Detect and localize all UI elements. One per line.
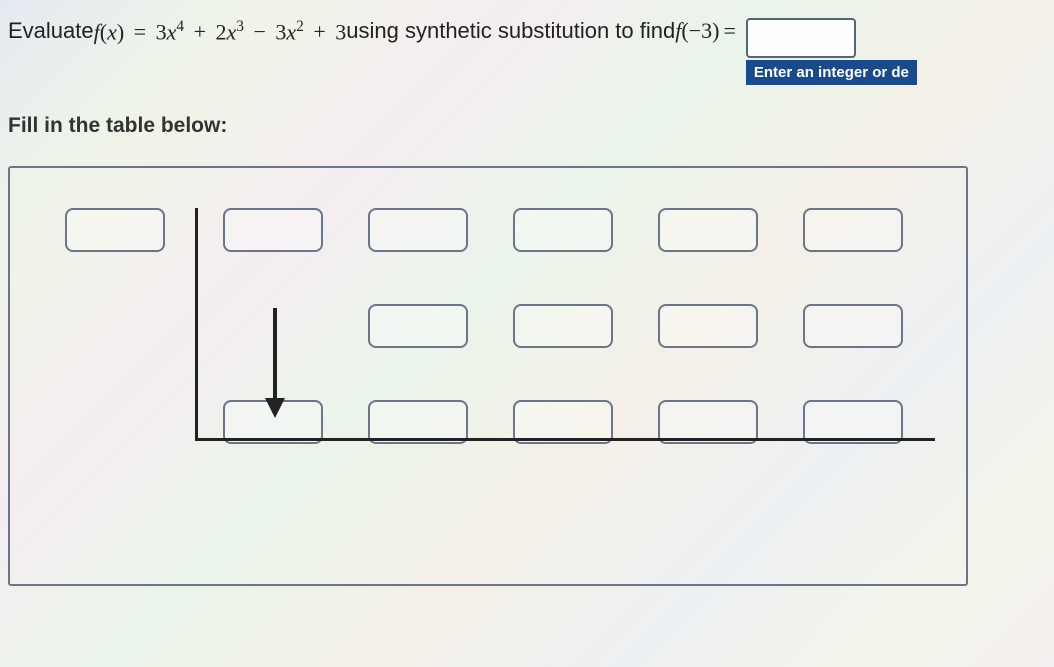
divisor-slot[interactable] xyxy=(65,208,165,252)
eval-arg: −3 xyxy=(689,18,712,43)
equals: = xyxy=(124,19,155,44)
op-plus-2: + xyxy=(304,19,335,44)
coef-2: 3 xyxy=(275,19,286,44)
down-arrow-icon xyxy=(260,308,290,418)
answer-input[interactable] xyxy=(746,18,856,58)
syn-row-2 xyxy=(50,304,926,348)
var-4: x xyxy=(167,19,177,44)
tail-equals: = xyxy=(719,18,739,44)
exp-2: 2 xyxy=(296,18,304,35)
row2-slot-2[interactable] xyxy=(513,304,613,348)
row1-slot-1[interactable] xyxy=(223,208,323,252)
row1-slot-4[interactable] xyxy=(658,208,758,252)
horizontal-bar xyxy=(195,438,935,441)
var-2: x xyxy=(286,19,296,44)
answer-hint: Enter an integer or de xyxy=(746,60,917,85)
eval-expr: f(−3) xyxy=(675,18,719,44)
row1-slot-2[interactable] xyxy=(368,208,468,252)
vertical-bar xyxy=(195,208,198,438)
table-instruction: Fill in the table below: xyxy=(8,114,1054,138)
row1-slot-3[interactable] xyxy=(513,208,613,252)
exp-3: 3 xyxy=(236,18,244,35)
paren-open: ( xyxy=(100,19,107,44)
syn-row-1 xyxy=(50,208,926,252)
eval-open: ( xyxy=(681,18,688,43)
row2-slot-4[interactable] xyxy=(803,304,903,348)
row2-slot-1[interactable] xyxy=(368,304,468,348)
exp-4: 4 xyxy=(176,18,184,35)
coef-4: 3 xyxy=(156,19,167,44)
row2-slot-3[interactable] xyxy=(658,304,758,348)
op-plus-1: + xyxy=(184,19,215,44)
question-prefix: Evaluate xyxy=(8,18,94,44)
eval-close: ) xyxy=(712,18,719,43)
const: 3 xyxy=(335,19,346,44)
coef-3: 2 xyxy=(215,19,226,44)
question-mid: using synthetic substitution to find xyxy=(346,18,675,44)
equation-lhs: f(x) = 3x4 + 2x3 − 3x2 + 3 xyxy=(94,18,347,45)
row1-slot-5[interactable] xyxy=(803,208,903,252)
op-minus: − xyxy=(244,19,275,44)
synthetic-division-frame xyxy=(8,166,968,586)
var-x: x xyxy=(107,19,117,44)
var-3: x xyxy=(226,19,236,44)
